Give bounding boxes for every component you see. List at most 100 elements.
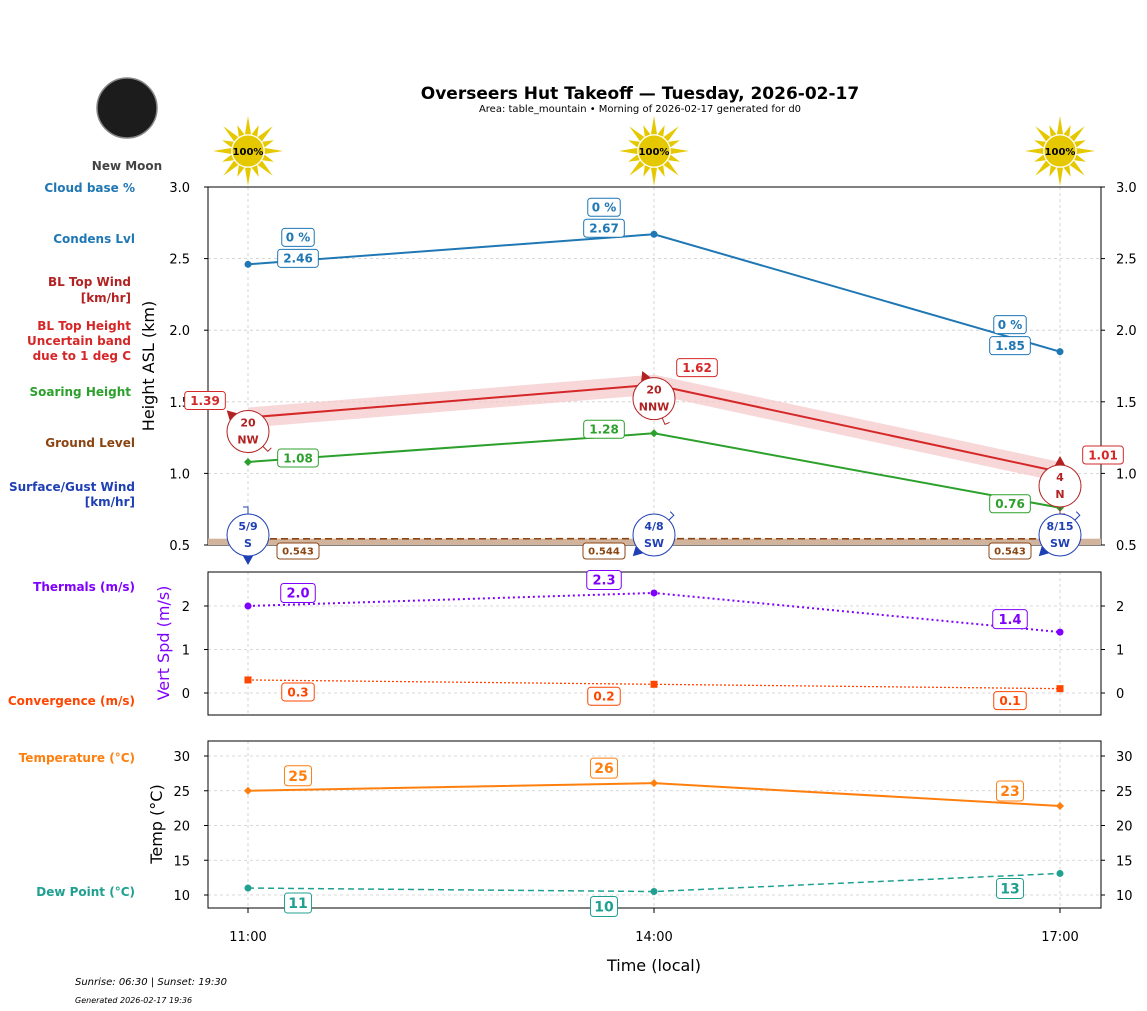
series-line [247,872,1061,893]
y-tick-label: 2 [182,600,190,615]
y-tick-label: 0 [182,687,190,702]
sun-ray [1069,160,1085,176]
sun-ray [1034,154,1046,162]
wind-direction: S [244,537,252,550]
value-label: 1.62 [676,358,718,378]
y-tick-label-right: 15 [1116,854,1133,869]
legend-label-bl-wind-1: BL Top Wind [48,275,131,289]
data-label: 2.0 [286,587,309,602]
y-tick-label: 20 [173,820,190,835]
cloud-base-label: 0 % [993,315,1027,335]
value-label: 10 [589,896,619,918]
label-box [583,218,625,238]
plot-frame [207,571,1102,716]
data-point [244,676,252,684]
y-tick-label-right: 2.5 [1116,253,1137,268]
value-label: 1.39 [184,391,226,411]
x-tick-label: 11:00 [229,930,266,945]
label-box [587,197,621,217]
sun-ray [657,165,665,177]
y-tick-label-right: 1 [1116,644,1124,659]
wind-circle [1038,513,1082,557]
sun-icon: 100% [1025,116,1095,186]
series-condens-lvl [244,230,1064,356]
legend-label-surface-2: [km/hr] [85,495,135,509]
label-box [582,542,626,560]
y-tick-label-right: 25 [1116,785,1133,800]
legend-label-bl-top-3: due to 1 deg C [33,349,132,363]
sun-ray [1025,147,1044,155]
series-temperature-c- [244,779,1064,811]
data-label: 1.62 [682,361,712,375]
y-tick-label: 25 [173,785,190,800]
value-label: 23 [995,780,1025,802]
plot-frame [207,740,1102,909]
data-label: 2.3 [592,574,615,589]
wind-speed: 20 [240,417,256,430]
y-axis-label: Vert Spd (m/s) [154,586,173,701]
sun-ray [1069,126,1085,142]
value-label: 11 [283,892,313,914]
sun-ray [251,125,259,137]
wind-direction: NNW [639,401,670,414]
label-box [676,358,718,378]
value-label: 1.28 [583,419,625,439]
data-label: 26 [594,761,613,777]
y-tick-label-right: 1.5 [1116,396,1137,411]
data-point [244,260,252,268]
series-convergence-m-s- [244,676,1064,693]
wind-speed: 4/8 [644,520,663,533]
data-label: 0.544 [588,547,620,558]
x-tick-label: 14:00 [635,930,672,945]
data-label: 1.28 [589,423,619,437]
sun-ray [244,116,252,135]
data-label: 2.67 [589,222,619,236]
wind-speed: 5/9 [238,520,257,533]
sun-ray [1074,154,1086,162]
value-label: 13 [995,877,1025,899]
y-tick-label-right: 0 [1116,687,1124,702]
value-label: 1.01 [1082,445,1124,465]
data-label: 0.543 [994,547,1026,558]
y-tick-label: 0.5 [169,539,190,554]
y-tick-label: 2.0 [169,324,190,339]
wind-indicator: 20 NW [226,410,272,454]
label-box [277,248,319,268]
sun-ray [237,125,245,137]
wind-indicator: 8/15 SW [1038,511,1082,557]
wind-speed: 8/15 [1047,520,1074,533]
sun-ray [264,147,283,155]
label-box [1082,445,1124,465]
sun-icon: 100% [213,116,283,186]
sun-ray [643,165,651,177]
data-label: 0 % [592,201,617,215]
y-tick-label-right: 10 [1116,889,1133,904]
legend-label-condens: Condens Lvl [53,232,135,246]
data-label: 0.543 [282,547,314,558]
label-box [277,448,319,468]
sun-ray [223,126,239,142]
y-tick-label-right: 2.0 [1116,324,1137,339]
sun-ray [629,126,645,142]
label-box [280,583,316,603]
sun-ray [643,125,651,137]
sun-ray [1076,147,1095,155]
panel-2: 10 10 15 15 20 20 25 25 30 30 [173,740,1133,909]
cloud-base-label: 0 % [587,197,621,217]
data-label: 0.3 [287,685,308,699]
label-box [995,780,1025,802]
data-label: 13 [1000,881,1019,897]
sun-ray [1074,140,1086,148]
sun-ray [251,165,259,177]
wind-circle [632,377,676,421]
label-box [993,691,1027,711]
value-label: 2.3 [586,569,622,590]
ground-level-label: 0.543 [988,542,1032,560]
value-label: 2.46 [277,248,319,268]
wind-speed: 4 [1056,471,1064,484]
data-label: 1.85 [995,339,1025,353]
chart-title: Overseers Hut Takeoff — Tuesday, 2026-02… [421,84,859,104]
label-box [989,494,1031,514]
wind-circle [226,410,270,454]
label-box [589,757,619,779]
